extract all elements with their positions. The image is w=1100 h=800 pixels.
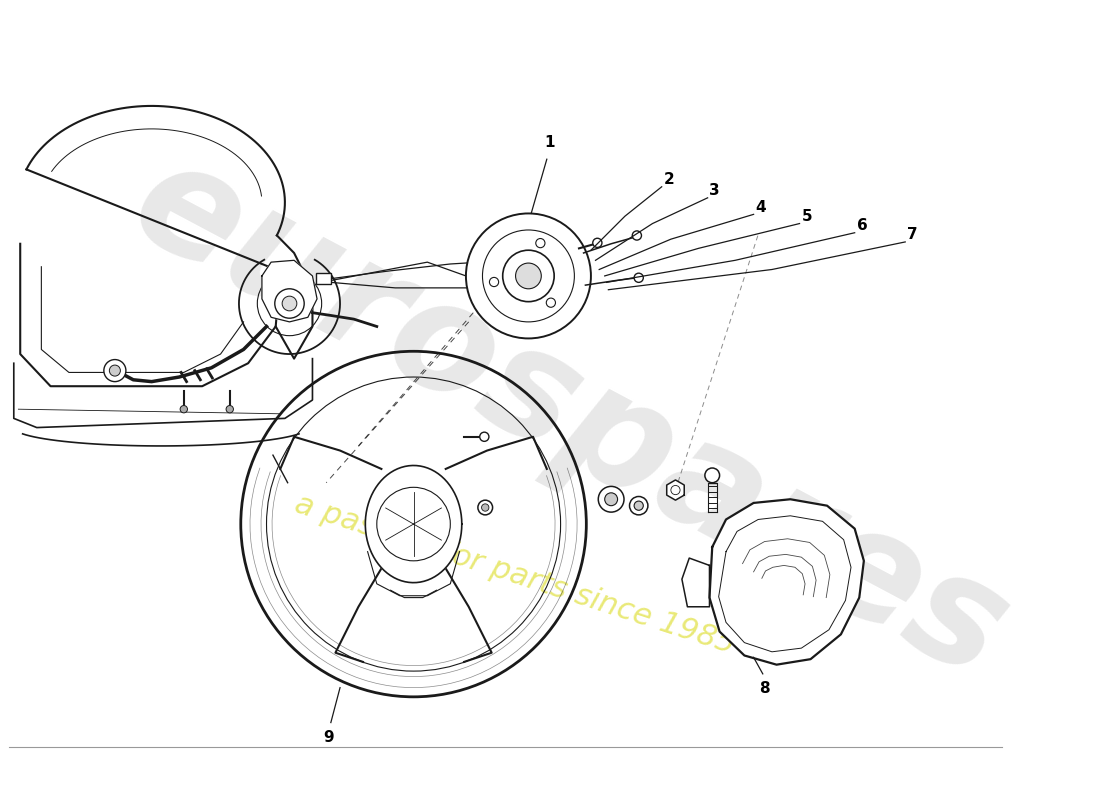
Bar	[316, 273, 331, 284]
Text: 5: 5	[802, 209, 812, 224]
Text: 6: 6	[857, 218, 867, 233]
Circle shape	[598, 486, 624, 512]
Text: 3: 3	[710, 183, 720, 198]
Text: 4: 4	[756, 199, 766, 214]
Circle shape	[632, 231, 641, 240]
Polygon shape	[710, 499, 864, 665]
Circle shape	[466, 214, 591, 338]
Circle shape	[705, 468, 719, 482]
Circle shape	[103, 359, 125, 382]
Text: 8: 8	[759, 682, 770, 696]
Circle shape	[482, 504, 488, 511]
Circle shape	[227, 406, 233, 413]
Circle shape	[536, 238, 544, 248]
Text: 7: 7	[908, 227, 917, 242]
Circle shape	[480, 432, 488, 442]
Polygon shape	[667, 480, 684, 500]
Circle shape	[180, 406, 187, 413]
Polygon shape	[682, 558, 710, 606]
Polygon shape	[262, 260, 317, 322]
Circle shape	[275, 289, 305, 318]
Text: 9: 9	[323, 730, 334, 745]
Text: 2: 2	[663, 172, 674, 187]
Circle shape	[634, 273, 643, 282]
Circle shape	[490, 278, 498, 286]
Text: a passion for parts since 1985: a passion for parts since 1985	[290, 490, 738, 660]
Circle shape	[547, 298, 556, 307]
Circle shape	[629, 497, 648, 515]
Circle shape	[477, 500, 493, 515]
Circle shape	[503, 250, 554, 302]
Text: eurospares: eurospares	[108, 126, 1031, 711]
Circle shape	[634, 501, 643, 510]
Circle shape	[593, 238, 602, 247]
Polygon shape	[365, 466, 462, 582]
Circle shape	[605, 493, 617, 506]
Circle shape	[109, 365, 120, 376]
Circle shape	[282, 296, 297, 311]
Circle shape	[516, 263, 541, 289]
Text: 1: 1	[544, 135, 554, 150]
